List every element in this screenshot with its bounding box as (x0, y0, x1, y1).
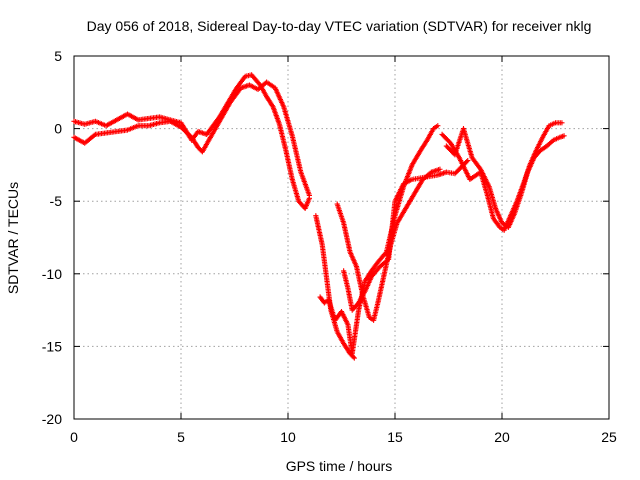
data-point (435, 123, 441, 129)
x-tick-label: 15 (387, 429, 403, 445)
y-tick-label: -10 (42, 266, 62, 282)
data-point (464, 159, 470, 165)
y-axis-label: SDTVAR / TECUs (5, 182, 21, 294)
y-tick-label: -20 (42, 411, 62, 427)
series-trace-d (317, 123, 441, 357)
grid (74, 56, 609, 419)
axis-ticks (73, 55, 610, 420)
x-tick-label: 20 (494, 429, 510, 445)
data-point (351, 355, 357, 361)
x-tick-label: 0 (70, 429, 78, 445)
data-point (559, 120, 565, 126)
series-trace-f (341, 157, 471, 313)
x-tick-label: 5 (177, 429, 185, 445)
data-point (437, 166, 443, 172)
series-trace-h (443, 126, 567, 230)
data-point (561, 133, 567, 139)
y-tick-label: -5 (50, 193, 63, 209)
data-point (306, 192, 312, 198)
data-points (71, 72, 567, 361)
chart-title: Day 056 of 2018, Sidereal Day-to-day VTE… (87, 18, 592, 34)
series-trace-b (71, 79, 312, 198)
data-point (350, 354, 356, 360)
y-tick-label: -15 (42, 338, 62, 354)
tick-labels: 0 5 10 15 20 25 -20 -15 -10 -5 0 5 (42, 48, 617, 445)
data-point (465, 157, 471, 164)
x-tick-label: 10 (280, 429, 296, 445)
y-tick-label: 0 (54, 121, 62, 137)
series-trace-e (334, 166, 443, 323)
y-tick-label: 5 (54, 48, 62, 64)
plot-frame (73, 55, 610, 420)
x-axis-label: GPS time / hours (286, 458, 393, 474)
x-tick-label: 25 (601, 429, 617, 445)
